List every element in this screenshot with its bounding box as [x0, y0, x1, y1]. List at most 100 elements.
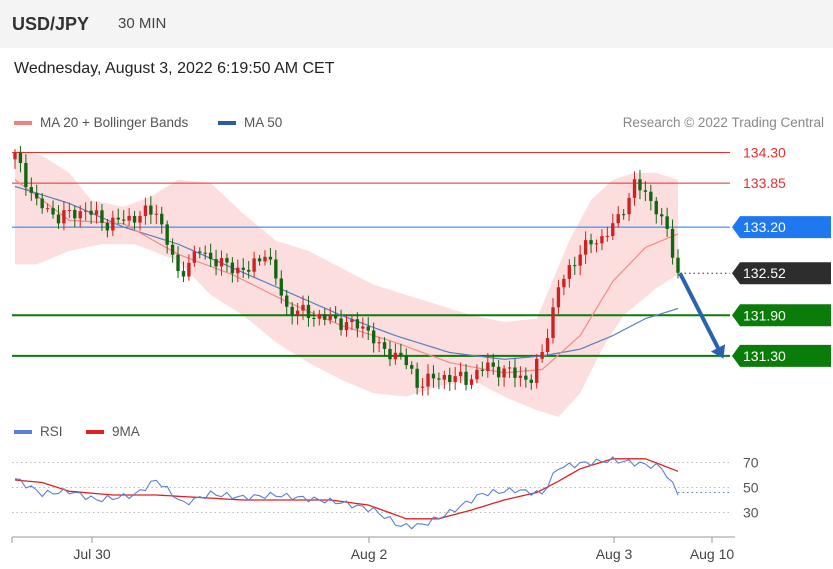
level-label-133-85: 133.85: [743, 175, 786, 191]
candle-body: [312, 317, 316, 319]
candle-body: [230, 262, 235, 274]
symbol-label: USD/JPY: [12, 14, 90, 34]
level-tag-133-20: [732, 216, 831, 239]
rsi-legend-label: RSI: [40, 424, 63, 439]
candle-body: [605, 235, 610, 237]
candle-body: [355, 319, 360, 329]
candle-body: [24, 163, 28, 188]
candle-body: [583, 240, 588, 255]
candle-body: [676, 257, 680, 273]
level-label-131-90: 131.90: [743, 307, 786, 323]
level-tag-131-30: [732, 344, 831, 367]
rsi-tick-50: 50: [743, 480, 759, 496]
candle-body: [78, 211, 82, 219]
candle-body: [486, 362, 490, 371]
candle-body: [219, 258, 224, 267]
level-label-134-30: 134.30: [743, 145, 786, 161]
candle-body: [654, 200, 658, 215]
candle-body: [535, 358, 539, 383]
candle-body: [225, 258, 229, 263]
candle-body: [94, 210, 99, 215]
candle-body: [138, 215, 142, 223]
candle-body: [252, 258, 256, 272]
level-label-132-52: 132.52: [743, 265, 786, 281]
candle-body: [198, 251, 202, 253]
forecast-arrow-shaft: [678, 272, 720, 349]
candle-body: [105, 222, 110, 231]
candle-body: [306, 304, 311, 318]
candle-body: [665, 216, 669, 229]
datetime-label: Wednesday, August 3, 2022 6:19:50 AM CET: [14, 60, 335, 77]
candle-body: [51, 208, 55, 215]
candle-body: [73, 209, 77, 219]
ma20-legend-label: MA 20 + Bollinger Bands: [40, 115, 189, 130]
candle-body: [594, 243, 599, 245]
candle-body: [600, 236, 604, 244]
candle-body: [165, 224, 169, 245]
ma50-swatch: [218, 120, 236, 125]
candle-body: [578, 254, 582, 266]
rsi-tick-70: 70: [743, 455, 759, 471]
candle-body: [507, 367, 512, 369]
legend-ma20: MA 20 + Bollinger Bands: [14, 115, 188, 130]
candle-body: [611, 223, 615, 236]
candle-body: [431, 373, 436, 379]
legend-ma50: MA 50: [218, 115, 282, 130]
candle-body: [208, 252, 213, 260]
candle-body: [344, 322, 349, 331]
x-tick-label: Aug 10: [690, 546, 735, 562]
candle-body: [45, 208, 50, 210]
legend-rsi: RSI: [14, 424, 63, 439]
candle-body: [382, 342, 387, 349]
candle-body: [132, 216, 137, 223]
x-tick-label: Aug 3: [596, 546, 633, 562]
candle-body: [404, 355, 408, 366]
candle-body: [192, 251, 197, 263]
candle-body: [279, 278, 283, 296]
candle-body: [149, 205, 153, 215]
candle-body: [241, 267, 245, 270]
candle-body: [475, 369, 479, 380]
candle-body: [111, 217, 115, 231]
candle-body: [545, 338, 550, 353]
candle-body: [393, 352, 398, 360]
candle-body: [67, 209, 72, 211]
candle-body: [399, 352, 403, 356]
level-tag-131-90: [732, 304, 831, 327]
candle-body: [100, 210, 104, 223]
candle-body: [203, 252, 207, 254]
candle-body: [670, 228, 675, 258]
candle-body: [301, 304, 305, 311]
candle-body: [377, 342, 381, 344]
ma50-legend-label: MA 50: [244, 115, 283, 130]
candle-body: [18, 152, 23, 164]
candle-body: [274, 259, 278, 279]
candle-body: [295, 310, 300, 316]
candle-body: [214, 259, 218, 267]
9ma-swatch: [86, 429, 104, 434]
x-tick-label: Jul 30: [73, 546, 111, 562]
header-bar: USD/JPY 30 MIN: [0, 0, 833, 48]
level-label-133-20: 133.20: [743, 219, 786, 235]
candle-body: [562, 278, 566, 288]
candle-body: [513, 367, 517, 378]
candle-body: [458, 371, 463, 377]
candle-body: [453, 376, 457, 383]
candle-body: [116, 217, 120, 220]
candle-body: [442, 374, 447, 380]
candle-body: [464, 371, 468, 385]
candle-body: [317, 314, 322, 319]
legend-9ma: 9MA: [86, 424, 140, 439]
candle-body: [496, 366, 501, 378]
candle-body: [420, 386, 425, 388]
candle-body: [556, 287, 561, 308]
candle-body: [29, 187, 33, 193]
rsi-tick-30: 30: [743, 505, 759, 521]
candle-body: [339, 318, 343, 331]
level-label-131-30: 131.30: [743, 348, 786, 364]
candle-body: [181, 271, 186, 277]
candle-body: [437, 378, 441, 380]
rsi-9ma-line: [14, 458, 679, 520]
timeframe-label[interactable]: 30 MIN: [118, 15, 167, 32]
